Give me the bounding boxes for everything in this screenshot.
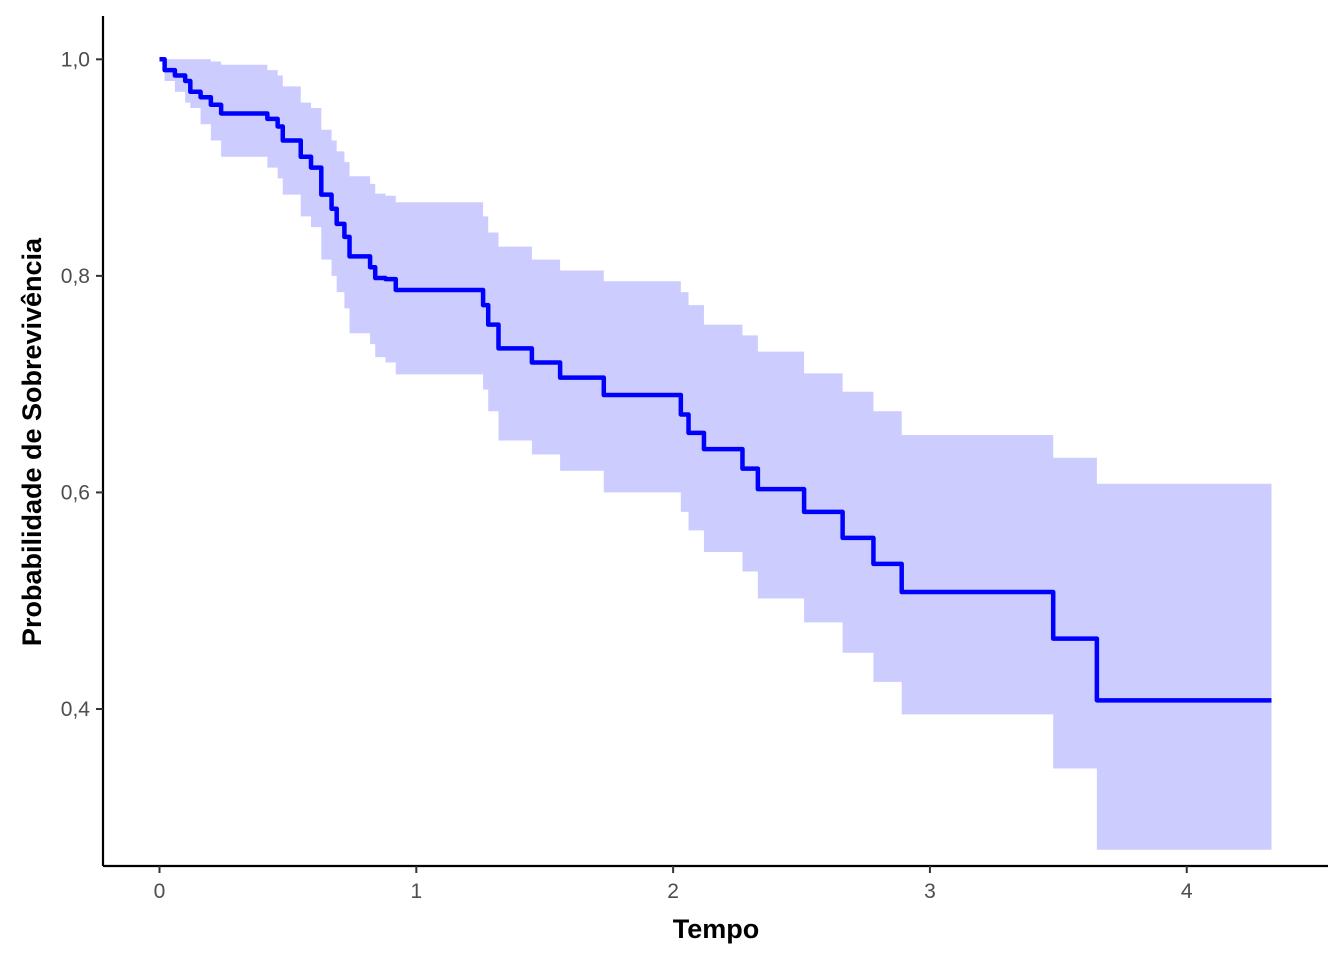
x-tick-label: 1 — [410, 880, 422, 903]
y-tick-label: 0,6 — [61, 481, 90, 504]
y-tick-label: 1,0 — [61, 48, 90, 71]
y-tick-label: 0,4 — [61, 698, 91, 721]
survival-curve-0 — [159, 57, 1272, 703]
y-tick-label: 0,8 — [61, 265, 90, 288]
axes — [101, 16, 1328, 868]
plot-area — [159, 57, 1272, 850]
x-tick-label: 0 — [154, 880, 166, 903]
confidence-band-0 — [159, 59, 1272, 850]
x-tick-label: 3 — [924, 880, 936, 903]
x-tick-label: 2 — [667, 880, 679, 903]
x-axis-title: Tempo — [673, 914, 760, 944]
ticks: 0 1 2 3 4 0,4 0,6 0,8 1,0 — [61, 48, 1193, 903]
y-axis-title: Probabilidade de Sobrevivência — [17, 237, 47, 646]
x-tick-label: 4 — [1181, 880, 1193, 903]
